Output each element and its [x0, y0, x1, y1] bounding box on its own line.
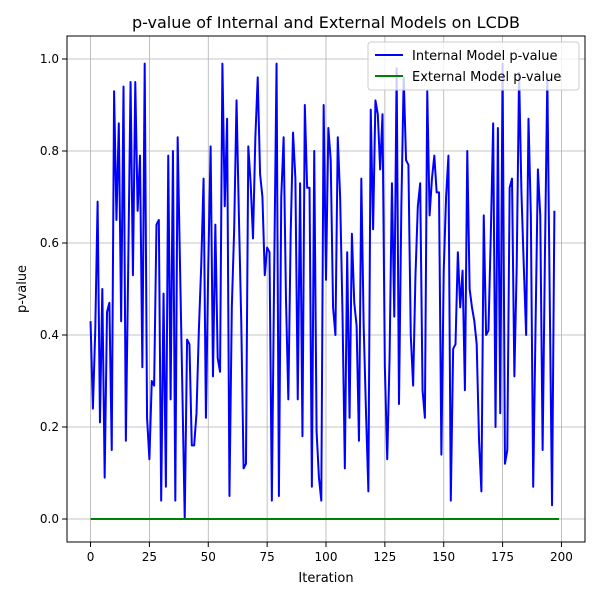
legend-label-internal: Internal Model p-value: [412, 49, 558, 64]
x-tick-label: 50: [201, 550, 216, 564]
series-layer: [89, 62, 560, 520]
x-axis-label: Iteration: [298, 571, 353, 586]
y-tick-label: 0.0: [40, 512, 59, 526]
legend: Internal Model p-value External Model p-…: [367, 41, 580, 91]
x-tick-label: 200: [550, 550, 573, 564]
y-tick-label: 0.4: [40, 328, 59, 342]
y-tick-label: 0.6: [40, 236, 59, 250]
y-tick-label: 1.0: [40, 52, 59, 66]
x-tick-label: 100: [315, 550, 338, 564]
series-line-internal: [89, 62, 556, 520]
x-tick-label: 150: [432, 550, 455, 564]
x-tick-label: 175: [491, 550, 514, 564]
y-axis-label: p-value: [15, 265, 30, 313]
chart-title: p-value of Internal and External Models …: [132, 13, 520, 32]
x-tick-label: 25: [142, 550, 157, 564]
y-tick-label: 0.2: [40, 420, 59, 434]
x-tick-label: 0: [87, 550, 95, 564]
legend-box: [367, 41, 580, 91]
x-tick-label: 75: [259, 550, 274, 564]
legend-label-external: External Model p-value: [412, 70, 561, 85]
x-tick-label: 125: [373, 550, 396, 564]
y-tick-label: 0.8: [40, 144, 59, 158]
tick-layer: 0 25 50 75 100 125 150 175 200 0.0 0.2 0.4 0.6 0.8 1.0: [40, 52, 573, 564]
